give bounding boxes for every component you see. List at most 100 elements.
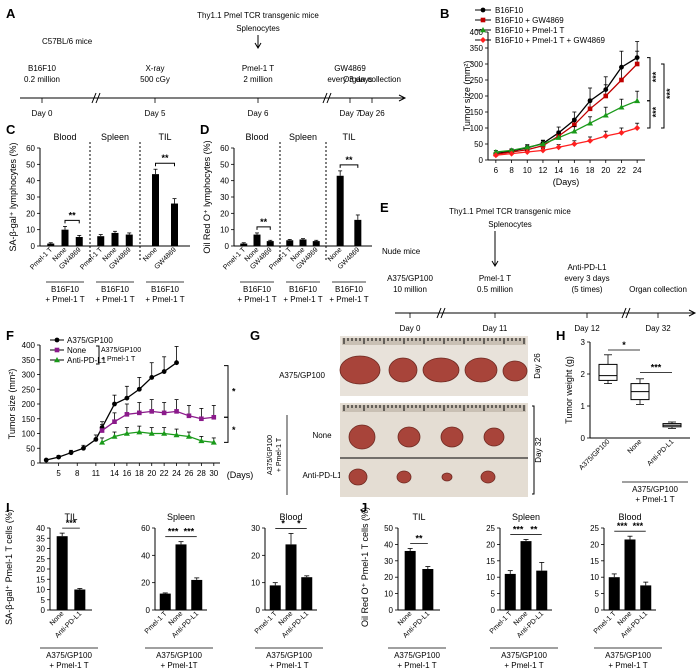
group-subtitle: + Pmel-1 T <box>329 295 368 304</box>
x-tick-label: None <box>142 246 159 263</box>
x-tick-label: None <box>627 438 644 455</box>
significance-label: ** <box>415 534 423 544</box>
legend-label: Anti-PD-L1 <box>67 356 107 365</box>
x-tick-label: 12 <box>538 166 547 175</box>
y-tick-label: 40 <box>26 177 35 186</box>
x-tick-label: 8 <box>75 469 80 478</box>
data-point <box>149 375 155 380</box>
timeline-source-label: Thy1.1 Pmel TCR transgenic mice <box>449 207 571 216</box>
group-subtitle: B16F10 <box>243 285 272 294</box>
significance-bracket <box>155 162 175 167</box>
timeline-event: (5 times) <box>571 285 602 294</box>
photo-day-label: Day 32 <box>534 437 543 463</box>
data-point <box>539 141 546 147</box>
group-subtitle: B16F10 <box>101 285 130 294</box>
timeline-A: A Thy1.1 Pmel TCR transgenic mice Splenocy… <box>6 6 407 118</box>
data-point <box>136 429 143 435</box>
timeline-event: Pmel-1 T <box>242 64 274 73</box>
y-tick-label: 5 <box>41 596 46 605</box>
y-tick-label: 0 <box>479 156 484 165</box>
significance-label: ** <box>260 217 268 227</box>
bar <box>47 243 55 246</box>
timeline-event: every 3 days <box>564 274 609 283</box>
group-subtitle: B16F10 <box>51 285 80 294</box>
group-subtitle: A375/GP100 <box>156 651 202 660</box>
bar <box>61 229 69 246</box>
y-tick-label: 0 <box>31 459 36 468</box>
y-tick-label: 20 <box>590 540 599 549</box>
y-tick-label: 20 <box>251 551 260 560</box>
panel-label-b: B <box>440 6 449 21</box>
significance-bracket <box>224 416 229 443</box>
x-tick-label: 10 <box>523 166 532 175</box>
bar <box>253 234 261 246</box>
data-point <box>524 149 531 155</box>
y-tick-label: 250 <box>22 385 36 394</box>
group-subtitle: A375/GP100 <box>266 651 312 660</box>
photo-row-label: A375/GP100 <box>279 371 325 380</box>
axis-break <box>436 307 442 319</box>
significance-label: *** <box>633 521 644 531</box>
panel-label-g: G <box>250 328 260 343</box>
y-tick-label: 15 <box>36 575 45 584</box>
y-axis-title: SA-β-gal⁺ lymphocytes (%) <box>8 143 18 252</box>
y-tick-label: 20 <box>220 209 229 218</box>
tumor <box>483 427 505 447</box>
data-point <box>43 457 49 463</box>
data-point <box>149 409 155 414</box>
timeline-day: Day 26 <box>359 109 385 118</box>
x-tick-label: 24 <box>172 469 181 478</box>
significance-label: *** <box>168 527 179 537</box>
bar <box>175 544 187 610</box>
y-tick-label: 40 <box>384 540 393 549</box>
arrow-head <box>254 42 262 49</box>
group-subtitle: + Pmel-1 T <box>608 661 647 670</box>
bar <box>97 236 105 246</box>
y-tick-label: 0 <box>31 242 36 251</box>
data-point <box>571 141 578 147</box>
axis-break <box>95 92 101 104</box>
x-tick-label: 14 <box>110 469 119 478</box>
photo-row-bottom <box>340 403 528 497</box>
significance-label: *** <box>66 518 77 528</box>
significance-bracket <box>256 226 271 230</box>
group-subtitle: B16F10 <box>151 285 180 294</box>
tumor <box>440 426 464 448</box>
bar <box>624 539 636 610</box>
panel-label-e: E <box>380 200 389 215</box>
legend-marker <box>480 27 486 33</box>
significance-label: ** <box>161 153 169 163</box>
splenocytes-label: Splenocytes <box>236 24 280 33</box>
y-tick-label: 50 <box>26 160 35 169</box>
group-subtitle: + Pmel-1 T <box>45 295 84 304</box>
legend-marker <box>480 7 486 13</box>
ruler <box>342 405 526 412</box>
x-tick-label: 22 <box>617 166 626 175</box>
data-point <box>211 414 217 420</box>
photo-day-label: Day 26 <box>533 353 542 379</box>
y-axis-title: Oil Red O⁺ Pmel-1 T cells (%) <box>360 507 370 627</box>
y-tick-label: 30 <box>384 557 393 566</box>
series-line <box>495 57 638 155</box>
timeline-event: 0.5 million <box>477 285 513 294</box>
subplot-title: TIL <box>412 512 425 522</box>
significance-bracket <box>339 164 359 168</box>
x-tick-label: 30 <box>209 469 218 478</box>
axis-arrow-head <box>398 94 407 102</box>
timeline-day: Day 11 <box>483 324 508 333</box>
tumor <box>502 360 528 382</box>
y-tick-label: 20 <box>26 209 35 218</box>
bar <box>159 593 171 610</box>
y-tick-label: 100 <box>470 124 484 133</box>
data-point <box>186 413 192 419</box>
bar <box>301 577 313 610</box>
data-point <box>174 409 179 414</box>
group-subtitle: A375/GP100 <box>632 485 678 494</box>
timeline-event: GW4869 <box>334 64 366 73</box>
data-point <box>99 428 105 433</box>
